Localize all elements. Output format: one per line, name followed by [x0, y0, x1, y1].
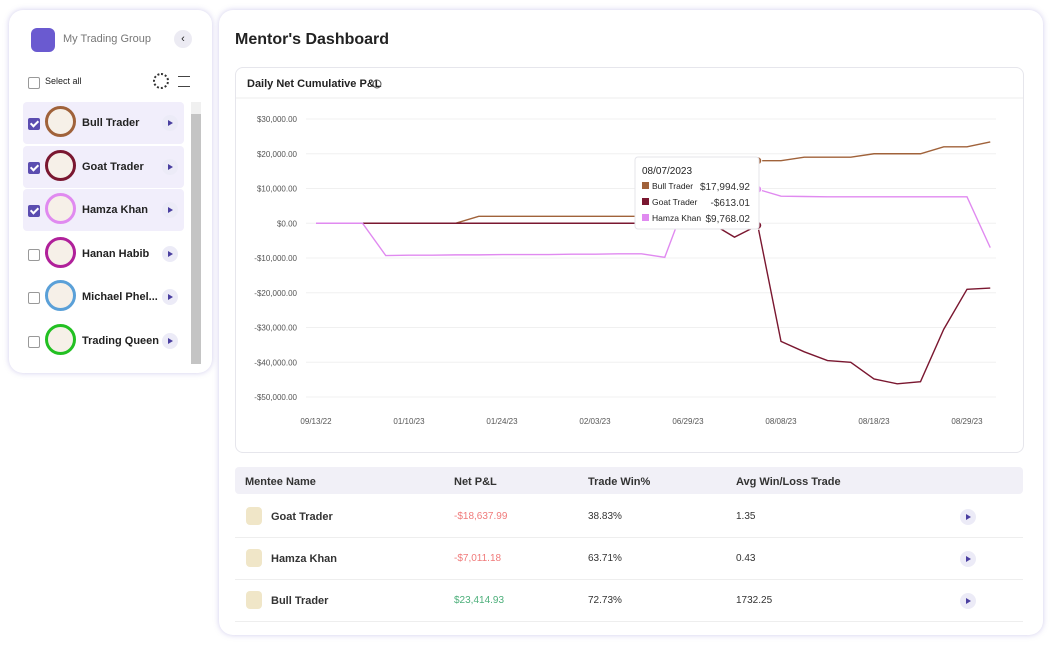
- tooltip-title: 08/07/2023: [642, 166, 692, 177]
- x-tick-label: 08/08/23: [765, 417, 797, 426]
- scrollbar-thumb[interactable]: [191, 114, 201, 364]
- table-column-header: Avg Win/Loss Trade: [736, 476, 841, 488]
- table-row-divider: [235, 537, 1023, 538]
- tooltip-series-name: Goat Trader: [652, 197, 698, 207]
- tooltip-swatch: [642, 214, 649, 221]
- member-name: Goat Trader: [82, 160, 144, 173]
- member-play-button[interactable]: [162, 245, 178, 262]
- table-cell: -$18,637.99: [454, 511, 508, 522]
- row-play-button[interactable]: [960, 593, 976, 609]
- series-line: [316, 188, 991, 259]
- mentee-name: Goat Trader: [271, 511, 333, 523]
- table-cell: $23,414.93: [454, 595, 505, 606]
- row-play-button[interactable]: [960, 551, 976, 567]
- member-play-button[interactable]: [162, 289, 178, 306]
- tooltip-series-name: Bull Trader: [652, 181, 693, 191]
- member-play-button[interactable]: [162, 202, 178, 219]
- y-tick-label: $0.00: [277, 219, 298, 228]
- y-tick-label: $10,000.00: [257, 185, 298, 194]
- series-line: [316, 222, 991, 385]
- table-cell: 63.71%: [588, 553, 622, 564]
- select-all-checkbox[interactable]: [28, 77, 40, 89]
- group-logo: [31, 28, 55, 52]
- chart-title: Daily Net Cumulative P&L: [247, 78, 382, 90]
- y-tick-label: -$30,000.00: [254, 324, 297, 333]
- dashboard-title: Mentor's Dashboard: [235, 31, 390, 48]
- chart-card: Daily Net Cumulative P&L -$50,000.00 -$40,…: [235, 67, 1024, 453]
- table-row-divider: [235, 621, 1023, 622]
- tooltip-value: $9,768.02: [706, 214, 751, 225]
- collapse-button[interactable]: ‹: [174, 30, 192, 48]
- member-checkbox[interactable]: [28, 248, 40, 261]
- y-tick-label: $20,000.00: [257, 150, 298, 159]
- x-tick-label: 01/10/23: [393, 417, 425, 426]
- table-cell: 38.83%: [588, 511, 622, 522]
- y-tick-label: -$50,000.00: [254, 393, 297, 402]
- sidebar: My Trading Group ‹ Select all Bull Trade…: [9, 10, 212, 373]
- y-tick-label: -$10,000.00: [254, 254, 297, 263]
- table-row-divider: [235, 579, 1023, 580]
- member-checkbox[interactable]: [28, 336, 40, 348]
- table-header: [235, 467, 1023, 494]
- row-play-button[interactable]: [960, 509, 976, 525]
- member-checkbox[interactable]: [28, 161, 40, 174]
- table-column-header: Mentee Name: [245, 476, 316, 488]
- tooltip-swatch: [642, 182, 649, 189]
- mentee-name: Hamza Khan: [271, 553, 338, 565]
- x-tick-label: 08/18/23: [858, 417, 890, 426]
- group-name: My Trading Group: [63, 33, 152, 45]
- member-play-button[interactable]: [162, 158, 178, 175]
- member-name: Hanan Habib: [82, 247, 150, 260]
- table-cell: -$7,011.18: [454, 553, 502, 564]
- member-avatar: [45, 280, 76, 312]
- tooltip-value: $17,994.92: [700, 182, 750, 193]
- member-checkbox[interactable]: [28, 118, 40, 130]
- settings-icon[interactable]: [153, 73, 169, 89]
- tooltip-swatch: [642, 198, 649, 205]
- table-cell: 1.35: [736, 511, 756, 522]
- member-name: Michael Phel...: [82, 291, 158, 304]
- x-tick-label: 09/13/22: [300, 417, 332, 426]
- x-tick-label: 06/29/23: [672, 417, 704, 426]
- y-tick-label: -$20,000.00: [254, 289, 297, 298]
- y-tick-label: $30,000.00: [257, 115, 298, 124]
- main-panel: Mentor's Dashboard: [219, 10, 1043, 635]
- member-name: Hamza Khan: [82, 204, 149, 217]
- member-avatar: [45, 106, 76, 137]
- tooltip-box: [634, 156, 760, 230]
- y-tick-label: -$40,000.00: [254, 358, 297, 367]
- member-checkbox[interactable]: [28, 292, 40, 305]
- info-icon: [372, 79, 382, 89]
- member-avatar: [45, 324, 76, 355]
- mentee-avatar: [246, 507, 262, 525]
- mentee-avatar: [246, 549, 262, 567]
- chart: Daily Net Cumulative P&L -$50,000.00 -$40,…: [236, 78, 1023, 426]
- mentee-name: Bull Trader: [271, 595, 329, 607]
- table-cell: 0.43: [736, 553, 756, 564]
- x-tick-label: 01/24/23: [486, 417, 518, 426]
- sort-icon[interactable]: [178, 76, 190, 87]
- x-tick-label: 08/29/23: [951, 417, 983, 426]
- member-play-button[interactable]: [162, 115, 178, 131]
- mentee-avatar: [246, 591, 262, 609]
- table-cell: 1732.25: [736, 595, 773, 606]
- member-avatar: [45, 149, 76, 181]
- table-column-header: Net P&L: [454, 476, 497, 488]
- member-play-button[interactable]: [162, 333, 178, 349]
- table-cell: 72.73%: [588, 595, 622, 606]
- member-avatar: [45, 236, 76, 268]
- table-column-header: Trade Win%: [588, 476, 651, 488]
- member-checkbox[interactable]: [28, 205, 40, 218]
- tooltip-value: -$613.01: [711, 198, 751, 209]
- x-tick-label: 02/03/23: [579, 417, 611, 426]
- tooltip-series-name: Hamza Khan: [652, 213, 701, 223]
- member-name: Trading Queen: [82, 335, 160, 347]
- select-all-label: Select all: [45, 76, 82, 86]
- member-avatar: [45, 193, 76, 225]
- member-name: Bull Trader: [82, 117, 140, 129]
